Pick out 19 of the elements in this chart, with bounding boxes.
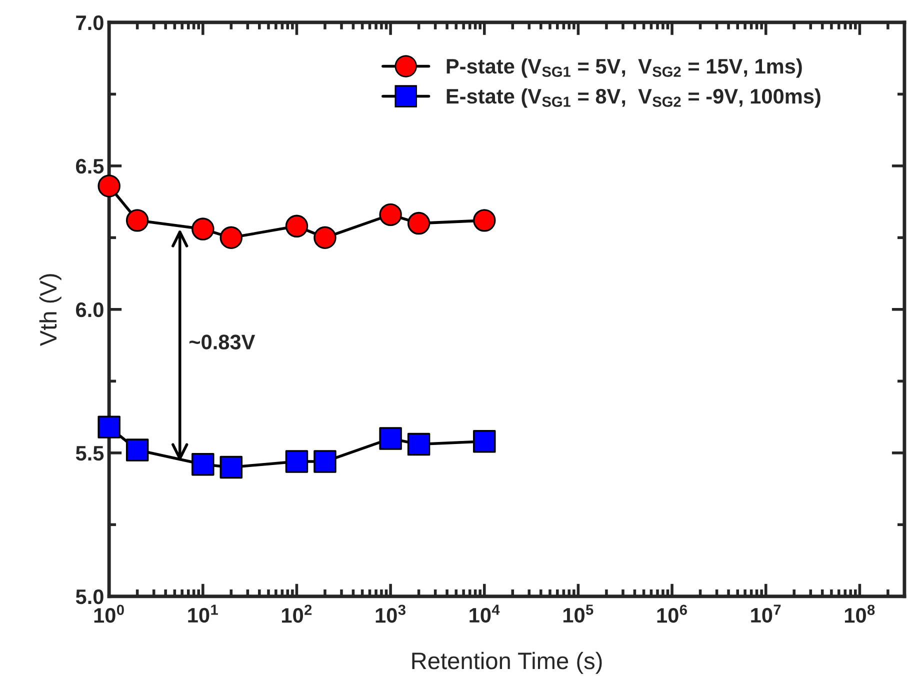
x-tick-label: 10$^{8}$ [844,604,875,623]
y-axis-title: Vth (V) [39,274,62,346]
y-tick-label: 6.5 [76,158,104,174]
legend-label: P-state (V$_{SG1}$ = 5V, V$_{SG2}$ = 15V, 1ms) [446,58,802,78]
x-axis-title: Retention Time (s) [412,652,602,674]
x-tick-label: 10$^{6}$ [657,604,687,623]
x-tick-label: 10$^{3}$ [376,604,406,623]
legend-label: E-state (V$_{SG1}$ = 8V, V$_{SG2}$ = -9V, 100ms) [446,88,820,108]
x-tick-label: 10$^{7}$ [751,604,781,623]
x-tick-label: 10$^{2}$ [282,604,312,623]
y-tick-label: 6.0 [76,302,104,318]
y-tick-label: 5.0 [76,589,104,604]
y-tick-label: 7.0 [76,15,104,30]
y-tick-label: 5.5 [76,446,104,461]
x-tick-label: 10$^{1}$ [188,604,218,623]
x-tick-label: 10$^{0}$ [94,604,124,623]
x-tick-label: 10$^{4}$ [470,604,500,623]
x-tick-label: 10$^{5}$ [563,604,594,623]
annotation: ~0.83V [189,334,256,350]
